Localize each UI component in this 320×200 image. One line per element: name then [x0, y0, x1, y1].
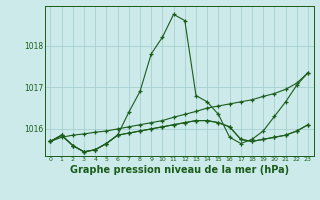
- X-axis label: Graphe pression niveau de la mer (hPa): Graphe pression niveau de la mer (hPa): [70, 165, 289, 175]
